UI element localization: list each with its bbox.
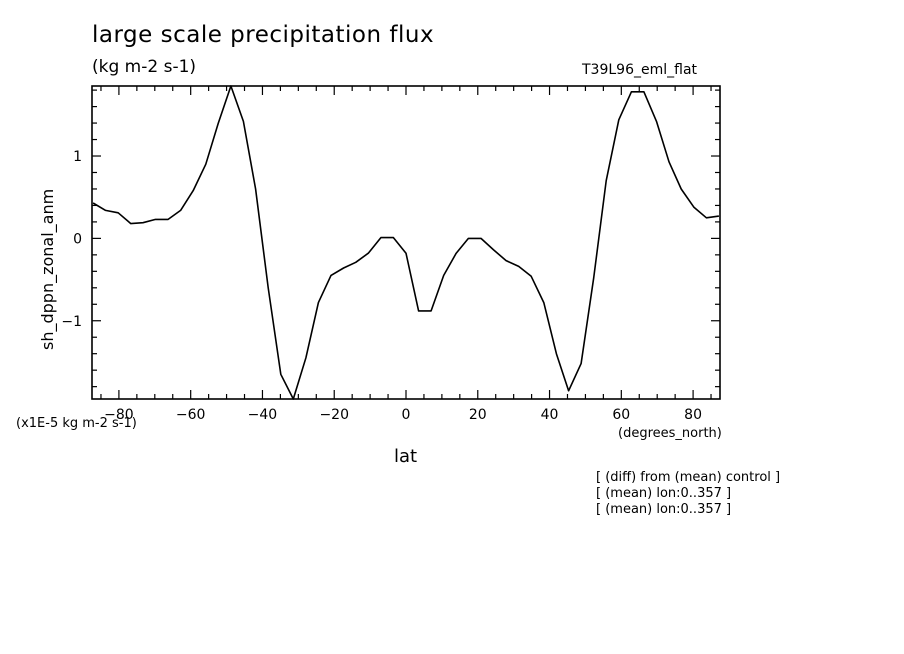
note-mean-lon-1: [ (mean) lon:0..357 ]: [596, 486, 732, 501]
chart-units-subtitle: (kg m-2 s-1): [92, 57, 197, 77]
x-tick-label: 0: [402, 407, 411, 423]
run-label: T39L96_eml_flat: [582, 62, 698, 78]
series-line: [92, 85, 720, 400]
x-axis-units: (degrees_north): [618, 426, 722, 441]
x-tick-label: −40: [248, 407, 278, 423]
x-axis-label: lat: [394, 446, 418, 467]
note-mean-lon-2: [ (mean) lon:0..357 ]: [596, 502, 732, 517]
y-tick-label: 0: [73, 231, 82, 247]
chart-title: large scale precipitation flux: [92, 22, 435, 48]
x-tick-label: 20: [469, 407, 487, 423]
y-tick-label: 1: [73, 149, 82, 165]
x-tick-label: −20: [319, 407, 349, 423]
y-tick-label: −1: [61, 314, 82, 330]
x-tick-label: 80: [684, 407, 702, 423]
x-tick-label: 60: [612, 407, 630, 423]
axis-ticks: [92, 86, 720, 399]
x-tick-label: 40: [541, 407, 559, 423]
x-tick-label: −80: [104, 407, 134, 423]
x-tick-label: −60: [176, 407, 206, 423]
plot-frame: [91, 85, 721, 400]
tick-labels: −80 −60 −40 −20 0 20 40 60 80 −1 0 1: [61, 149, 702, 423]
note-diff-from-control: [ (diff) from (mean) control ]: [596, 470, 781, 485]
y-axis-units: (x1E-5 kg m-2 s-1): [16, 416, 137, 431]
